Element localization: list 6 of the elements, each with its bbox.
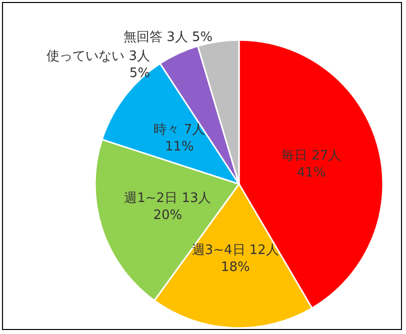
slice-label: 毎日 27人 41% bbox=[282, 148, 342, 180]
slice-label: 無回答 3人 5% bbox=[123, 30, 213, 46]
slice-label: 週1~2日 13人 20% bbox=[124, 191, 212, 224]
slice-label: 使っていない 3人 5% bbox=[46, 49, 150, 82]
slice-label: 時々 7人 11% bbox=[154, 122, 206, 154]
slice-label: 週3~4日 12人 18% bbox=[192, 242, 279, 275]
